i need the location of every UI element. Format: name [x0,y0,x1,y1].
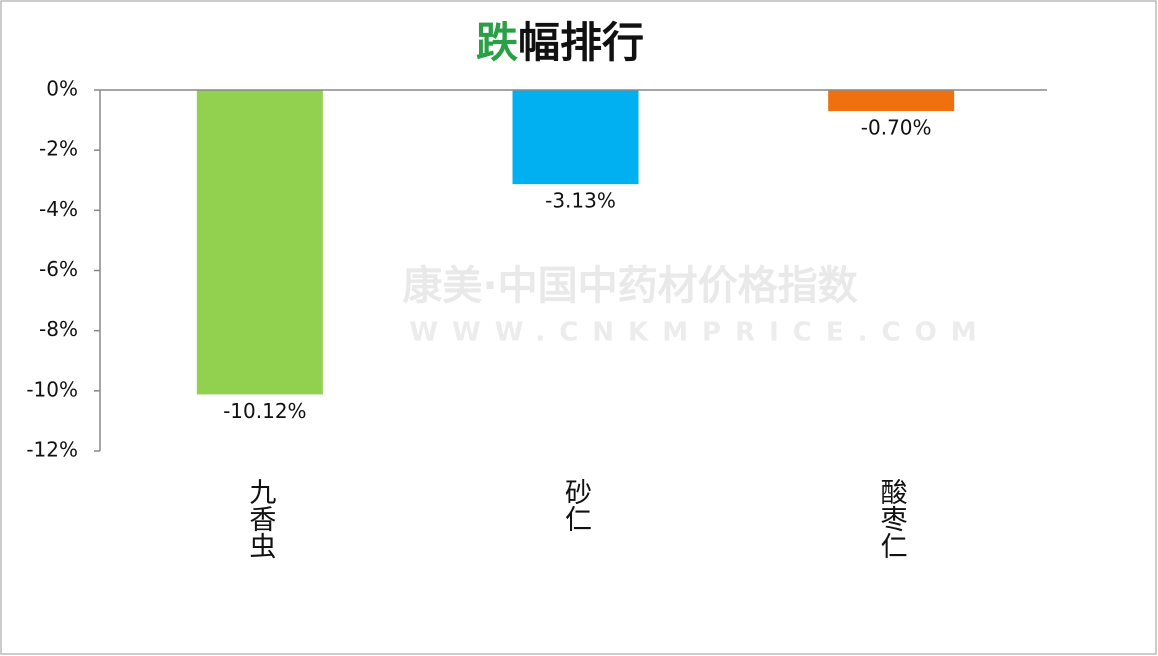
bar [828,90,955,112]
value-label: -0.70% [861,116,932,140]
x-tick-label: 砂仁 [560,478,592,532]
x-tick-label: 九香虫 [244,478,276,559]
y-tick-label: -8% [39,317,78,341]
value-label: -3.13% [545,189,616,213]
value-label: -10.12% [223,399,306,423]
y-tick-label: -4% [39,197,78,221]
y-tick-label: 0% [46,77,78,101]
chart-title: 跌幅排行 [476,18,644,67]
y-tick-label: -6% [39,257,78,281]
bar [196,90,323,395]
watermark: 康美·中国中药材价格指数 [402,263,857,309]
y-tick-label: -2% [39,137,78,161]
x-tick-label: 酸枣仁 [876,478,908,559]
watermark-url: WWW.CNKMPRICE.COM [409,318,990,348]
y-tick-label: -10% [26,377,78,401]
y-tick-label: -12% [26,438,78,462]
bar [512,90,639,185]
